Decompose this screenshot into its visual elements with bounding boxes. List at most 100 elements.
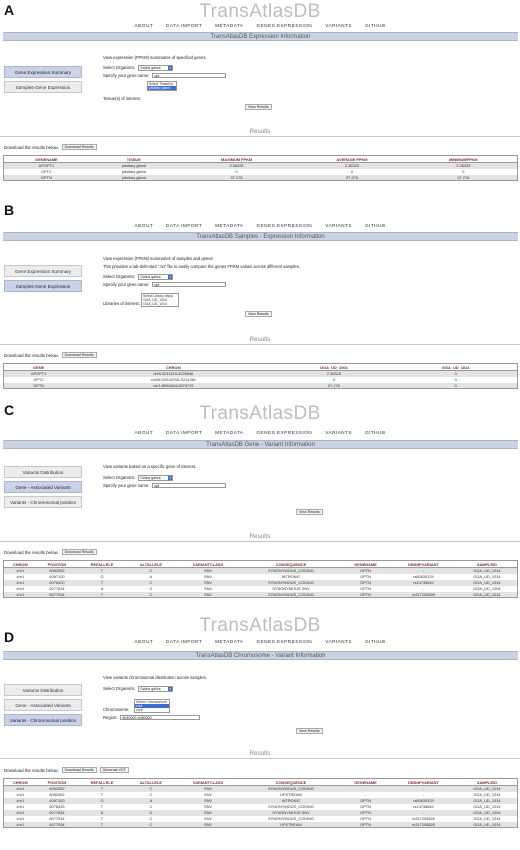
column-header[interactable]: GGA_UD_1004 <box>273 363 395 371</box>
column-header[interactable]: CHROM <box>3 778 37 786</box>
column-header[interactable]: DBSNPVARIANT <box>390 560 457 568</box>
organism-select[interactable]: Gallus gallus ▾ <box>138 64 174 71</box>
column-header[interactable]: CONSEQUENCE <box>240 560 341 568</box>
sidebar-item-gene-associated-variants[interactable]: Gene - Associated Variants <box>4 699 82 711</box>
brand-logo[interactable]: TransAtlasDB <box>199 615 321 636</box>
column-header[interactable]: CHROM <box>73 363 274 371</box>
list-option[interactable]: GGA_UD_1014 <box>143 302 167 306</box>
nav-item-github[interactable]: GITHUB <box>364 24 386 29</box>
gene-input[interactable]: opt <box>152 73 227 78</box>
table-cell: SYNONYMOUS_CODING <box>240 567 341 574</box>
view-results-button[interactable]: View Results <box>296 728 323 734</box>
organism-select[interactable]: Gallus gallus ▾ <box>138 474 174 481</box>
table-cell: G <box>149 586 153 591</box>
column-header[interactable]: DBSNPVARIANT <box>390 778 457 786</box>
table-cell: T <box>77 785 127 792</box>
list-option[interactable]: GGA_UD_1004 <box>143 298 167 302</box>
nav-item-about[interactable]: ABOUT <box>134 24 154 29</box>
nav-item-metadata[interactable]: METADATA <box>215 640 244 645</box>
libraries-listbox[interactable]: Select Library Ids(s) GGA_UD_1004 GGA_UD… <box>141 293 179 307</box>
list-option[interactable]: Select Chromosome <box>136 700 167 704</box>
download-row: Download the results below. Download Resu… <box>4 144 97 150</box>
column-header[interactable]: ALTALLELE <box>126 560 176 568</box>
list-option[interactable]: pituitary gland <box>148 86 176 90</box>
nav-item-variants[interactable]: VARIANTS <box>325 224 352 229</box>
chromosome-listbox[interactable]: Select Chromosome chr1 chr5 <box>134 699 170 713</box>
nav-item-data-import[interactable]: DATA IMPORT <box>166 640 203 645</box>
table-cell: GGA_UD_1014 <box>473 792 501 797</box>
sidebar-item-variants-distribution[interactable]: Variants Distribution <box>4 684 82 696</box>
column-header[interactable]: CONSEQUENCE <box>240 778 341 786</box>
nav-item-metadata[interactable]: METADATA <box>215 431 244 436</box>
column-header[interactable]: SAMPLEID <box>456 778 518 786</box>
sidebar-item-variants-distribution[interactable]: Variants Distribution <box>4 466 82 478</box>
column-header[interactable]: POSITION <box>36 778 78 786</box>
column-header[interactable]: ALTALLELE <box>126 778 176 786</box>
sidebar: Gene Expression Summary Samples-Gene Exp… <box>4 66 82 96</box>
nav-item-genes-expression[interactable]: GENES EXPRESSION <box>256 24 313 29</box>
tissue-listbox[interactable]: Select Tissue(s) pituitary gland <box>147 81 177 91</box>
column-header[interactable]: GGA_UD_1014 <box>394 363 518 371</box>
nav-item-github[interactable]: GITHUB <box>364 224 386 229</box>
download-text: Download the results below. <box>4 549 59 555</box>
nav-item-github[interactable]: GITHUB <box>364 640 386 645</box>
nav-item-variants[interactable]: VARIANTS <box>325 640 352 645</box>
view-results-button[interactable]: View Results <box>296 509 323 515</box>
nav-item-variants[interactable]: VARIANTS <box>325 24 352 29</box>
gene-input[interactable]: opt <box>152 483 227 488</box>
view-results-button[interactable]: View Results <box>245 311 272 317</box>
nav-item-genes-expression[interactable]: GENES EXPRESSION <box>256 431 313 436</box>
nav-item-metadata[interactable]: METADATA <box>215 224 244 229</box>
download-results-button[interactable]: Download Results <box>61 352 97 358</box>
sidebar-item-gene-expression-summary[interactable]: Gene Expression Summary <box>4 66 82 78</box>
sidebar-item-samples-gene-expression[interactable]: Samples-Gene Expression <box>4 280 82 292</box>
sidebar-item-variants-chromosomal-position[interactable]: Variants - Chromosomal position <box>4 496 82 508</box>
list-option[interactable]: chr1 <box>135 704 169 708</box>
download-results-button[interactable]: Download Results <box>61 767 97 773</box>
list-option[interactable]: Select Library Ids(s) <box>143 294 174 298</box>
list-option[interactable]: chr5 <box>136 708 143 712</box>
organism-select[interactable]: Gallus gallus ▾ <box>138 685 174 692</box>
nav-item-about[interactable]: ABOUT <box>134 431 154 436</box>
generate-vcf-button[interactable]: Generate VCF <box>99 767 129 773</box>
brand-logo[interactable]: TransAtlasDB <box>199 403 321 424</box>
download-results-button[interactable]: Download Results <box>61 549 97 555</box>
region-input[interactable]: 6040000-6080000 <box>120 715 201 720</box>
column-header[interactable]: GENENAME <box>340 560 391 568</box>
view-results-button[interactable]: View Results <box>245 104 272 110</box>
column-header[interactable]: GENENAME <box>3 155 89 163</box>
gene-input[interactable]: opt <box>152 282 227 287</box>
column-header[interactable]: SAMPLEID <box>456 560 518 568</box>
nav-item-about[interactable]: ABOUT <box>134 224 154 229</box>
column-header[interactable]: POSITION <box>36 560 78 568</box>
download-text: Download the results below. <box>4 767 59 773</box>
nav-item-variants[interactable]: VARIANTS <box>325 431 352 436</box>
column-header[interactable]: VARIANTCLASS <box>175 560 241 568</box>
column-header[interactable]: CHROM <box>3 560 37 568</box>
list-option[interactable]: Select Tissue(s) <box>149 82 174 86</box>
download-results-button[interactable]: Download Results <box>61 144 97 150</box>
organism-select[interactable]: Gallus gallus ▾ <box>138 273 174 280</box>
nav-item-data-import[interactable]: DATA IMPORT <box>166 431 203 436</box>
column-header[interactable]: TISSUE <box>88 155 179 163</box>
nav-item-github[interactable]: GITHUB <box>364 431 386 436</box>
column-header[interactable]: REFALLELE <box>77 560 127 568</box>
nav-item-genes-expression[interactable]: GENES EXPRESSION <box>256 224 313 229</box>
column-header[interactable]: MAXIMUM FPKM <box>178 155 295 163</box>
column-header[interactable]: REFALLELE <box>77 778 127 786</box>
nav-item-data-import[interactable]: DATA IMPORT <box>166 224 203 229</box>
nav-item-about[interactable]: ABOUT <box>134 640 154 645</box>
column-header[interactable]: GENE <box>3 363 74 371</box>
column-header[interactable]: MINIMUMFPKM <box>409 155 518 163</box>
sidebar-item-variants-chromosomal-position[interactable]: Variants - Chromosomal position <box>4 714 82 726</box>
nav-item-genes-expression[interactable]: GENES EXPRESSION <box>256 640 313 645</box>
brand-logo[interactable]: TransAtlasDB <box>199 1 321 22</box>
nav-item-data-import[interactable]: DATA IMPORT <box>166 24 203 29</box>
sidebar-item-samples-gene-expression[interactable]: Samples-Gene Expression <box>4 81 82 93</box>
nav-item-metadata[interactable]: METADATA <box>215 24 244 29</box>
column-header[interactable]: AVERAGE FPKM <box>294 155 410 163</box>
sidebar-item-gene-expression-summary[interactable]: Gene Expression Summary <box>4 265 82 277</box>
sidebar-item-gene-associated-variants[interactable]: Gene - Associated Variants <box>4 481 82 493</box>
column-header[interactable]: VARIANTCLASS <box>175 778 241 786</box>
column-header[interactable]: GENENAME <box>340 778 391 786</box>
